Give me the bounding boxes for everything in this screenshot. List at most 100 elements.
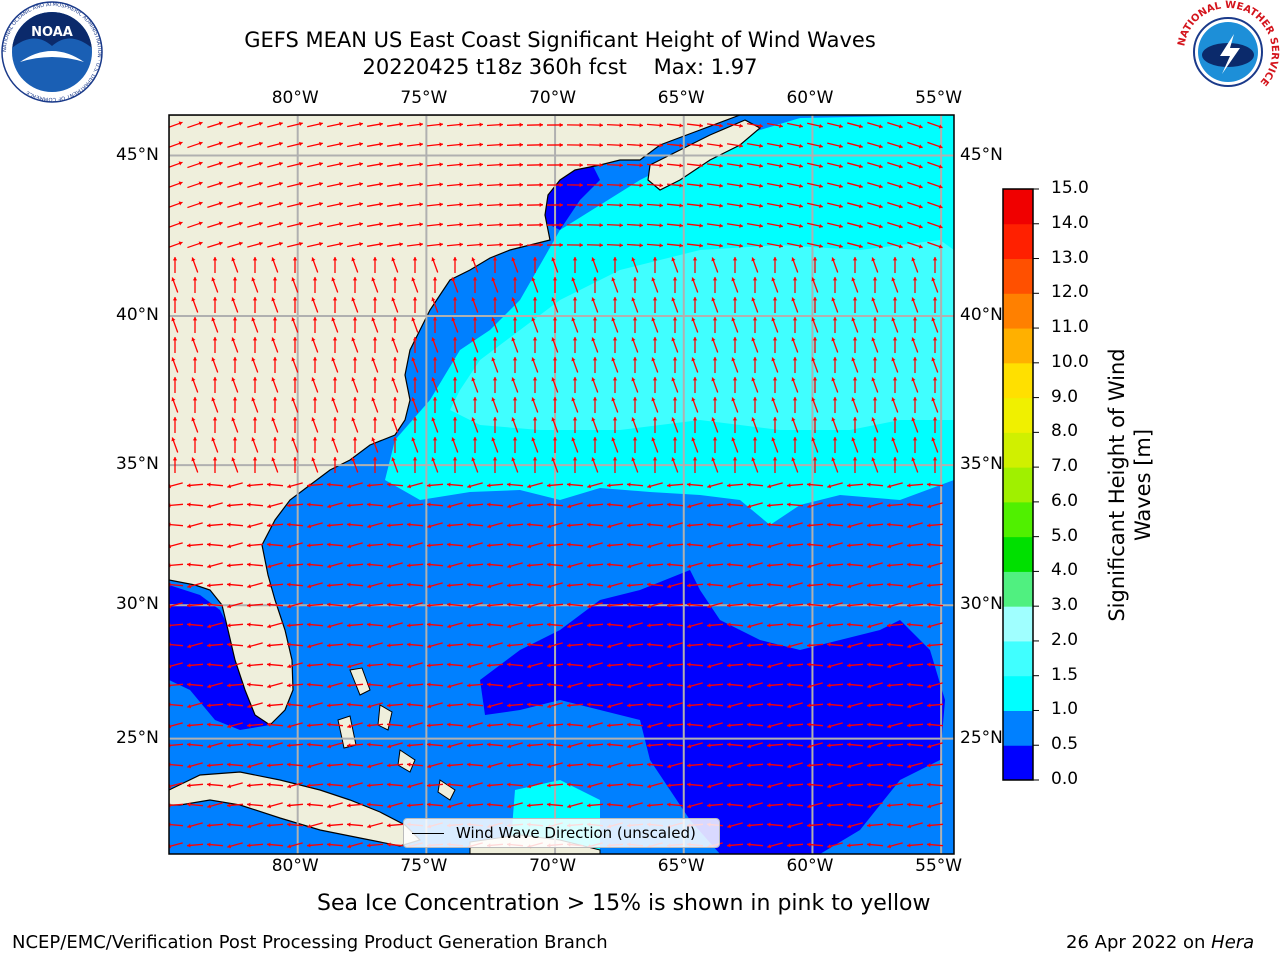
wave-arrow-head bbox=[627, 523, 631, 528]
wave-arrow-head bbox=[747, 804, 752, 809]
wave-arrow-head bbox=[687, 583, 691, 588]
wave-arrow-head bbox=[907, 502, 911, 507]
wave-arrow-head bbox=[579, 182, 583, 188]
wave-arrow-head bbox=[739, 143, 743, 148]
wave-arrow-head bbox=[719, 223, 723, 228]
wave-arrow-head bbox=[352, 277, 358, 281]
wave-arrow-head bbox=[579, 222, 583, 228]
wave-arrow-head bbox=[527, 544, 532, 549]
wave-arrow-head bbox=[607, 584, 612, 589]
wave-arrow-head bbox=[647, 702, 651, 707]
wave-arrow-head bbox=[507, 662, 511, 667]
wave-arrow-head bbox=[412, 417, 418, 421]
wave-arrow-head bbox=[467, 604, 472, 609]
wave-arrow-head bbox=[387, 542, 391, 547]
wave-arrow-head bbox=[611, 437, 616, 442]
wave-arrow-head bbox=[591, 377, 596, 382]
wave-arrow-head bbox=[647, 503, 651, 508]
wave-arrow-head bbox=[187, 524, 192, 529]
wave-arrow-head bbox=[391, 417, 396, 422]
wave-arrow-head bbox=[447, 523, 451, 528]
wave-arrow-head bbox=[819, 183, 823, 189]
wave-arrow-head bbox=[911, 377, 916, 382]
wave-arrow-head bbox=[587, 724, 592, 729]
wave-arrow-head bbox=[819, 243, 823, 249]
wave-arrow-head bbox=[767, 702, 771, 707]
wave-arrow-head bbox=[827, 544, 832, 549]
wave-arrow-head bbox=[687, 523, 691, 528]
wave-arrow-head bbox=[507, 602, 511, 607]
wave-arrow-head bbox=[711, 337, 716, 342]
wave-arrow-head bbox=[927, 523, 931, 528]
wave-arrow-head bbox=[387, 564, 392, 569]
wave-arrow-head bbox=[767, 762, 771, 767]
wave-arrow-head bbox=[592, 317, 598, 321]
wave-arrow-head bbox=[198, 181, 203, 186]
wave-arrow-head bbox=[407, 563, 411, 568]
colorbar-segment bbox=[1003, 328, 1033, 364]
wave-arrow-head bbox=[847, 682, 851, 687]
wave-arrow-head bbox=[519, 122, 523, 127]
wave-arrow-head bbox=[787, 663, 791, 668]
wave-arrow-head bbox=[359, 222, 363, 227]
wave-arrow-head bbox=[258, 121, 263, 126]
wave-arrow-head bbox=[567, 564, 572, 569]
wave-arrow-head bbox=[311, 257, 316, 262]
wave-arrow-head bbox=[719, 143, 723, 148]
wave-arrow-head bbox=[311, 337, 316, 342]
wave-arrow-head bbox=[631, 337, 636, 342]
wave-arrow-head bbox=[847, 663, 851, 668]
wave-arrow-head bbox=[327, 624, 332, 629]
wave-arrow-head bbox=[927, 542, 931, 547]
wave-arrow-head bbox=[747, 763, 751, 768]
wave-arrow-head bbox=[891, 277, 896, 282]
wave-arrow-head bbox=[852, 417, 858, 421]
wave-arrow-head bbox=[171, 437, 176, 442]
wave-arrow-head bbox=[647, 683, 651, 688]
wave-arrow-head bbox=[527, 702, 531, 707]
wave-arrow-head bbox=[847, 742, 851, 747]
wave-arrow-head bbox=[447, 482, 451, 487]
wave-arrow-head bbox=[667, 644, 672, 649]
wave-arrow-head bbox=[487, 682, 491, 687]
wave-arrow-head bbox=[367, 543, 371, 548]
wave-arrow-head bbox=[207, 744, 212, 749]
wave-arrow-head bbox=[307, 742, 311, 747]
wave-arrow-head bbox=[671, 457, 676, 462]
wave-arrow-head bbox=[287, 844, 292, 849]
wave-arrow-head bbox=[711, 377, 716, 382]
wave-arrow-head bbox=[938, 164, 943, 169]
wave-arrow-head bbox=[252, 257, 258, 261]
wave-arrow-head bbox=[619, 243, 623, 248]
wave-arrow-head bbox=[787, 843, 791, 848]
wave-arrow-head bbox=[451, 317, 456, 322]
wave-arrow-head bbox=[278, 181, 283, 186]
wave-arrow-head bbox=[512, 357, 518, 361]
wave-arrow-head bbox=[607, 622, 611, 627]
wave-arrow-head bbox=[592, 437, 598, 441]
wave-arrow-head bbox=[499, 142, 503, 147]
wave-arrow-head bbox=[431, 297, 436, 302]
wave-arrow-head bbox=[267, 542, 271, 547]
wave-arrow-head bbox=[471, 377, 476, 382]
wave-arrow-head bbox=[579, 162, 583, 168]
wave-arrow-head bbox=[647, 623, 651, 628]
axis-tick-label: 55°W bbox=[915, 856, 963, 876]
wave-arrow-head bbox=[887, 544, 892, 549]
wave-arrow-head bbox=[847, 764, 852, 769]
colorbar bbox=[1002, 188, 1039, 781]
wave-arrow-head bbox=[687, 703, 691, 708]
wave-arrow-head bbox=[847, 543, 851, 548]
axis-tick-label: 35°N bbox=[960, 454, 1003, 475]
wave-arrow-head bbox=[412, 457, 418, 461]
axis-tick-label: 55°W bbox=[915, 88, 963, 108]
wave-arrow-head bbox=[172, 257, 178, 261]
wave-arrow-head bbox=[547, 682, 551, 687]
wave-arrow-head bbox=[838, 144, 843, 149]
wave-arrow-head bbox=[867, 523, 871, 528]
wave-arrow-head bbox=[927, 482, 931, 487]
wave-arrow-head bbox=[607, 764, 612, 769]
colorbar-tick-label: 1.0 bbox=[1051, 699, 1079, 720]
wave-arrow-head bbox=[187, 644, 192, 649]
wave-arrow-head bbox=[898, 244, 903, 249]
